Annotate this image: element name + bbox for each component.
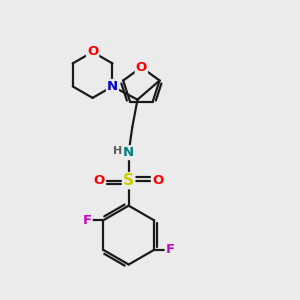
Text: F: F bbox=[82, 214, 91, 227]
Text: O: O bbox=[87, 45, 98, 58]
Text: F: F bbox=[166, 243, 175, 256]
Text: O: O bbox=[152, 174, 164, 187]
Text: S: S bbox=[123, 173, 134, 188]
Text: N: N bbox=[107, 80, 118, 93]
Text: O: O bbox=[94, 174, 105, 187]
Text: H: H bbox=[113, 146, 122, 156]
Text: O: O bbox=[136, 61, 147, 74]
Text: N: N bbox=[123, 146, 134, 159]
